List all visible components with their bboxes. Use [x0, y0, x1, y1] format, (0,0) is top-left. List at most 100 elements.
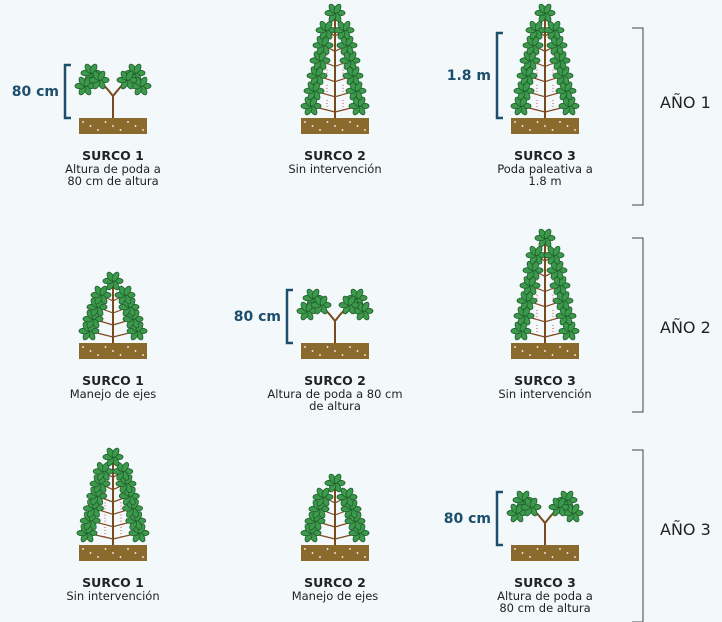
- soil-dot: [142, 129, 144, 131]
- soil-dot: [514, 548, 516, 550]
- surco-desc: Manejo de ejes: [70, 388, 157, 400]
- surco-title: SURCO 3: [514, 575, 576, 590]
- measure-bracket: [65, 65, 71, 118]
- soil-dot: [342, 556, 344, 558]
- soil-dot: [327, 346, 329, 348]
- soil-dot: [349, 121, 351, 123]
- measure-label: 80 cm: [234, 309, 281, 325]
- soil-dot: [364, 556, 366, 558]
- surco-title: SURCO 2: [304, 575, 366, 590]
- measure-bracket: [287, 290, 293, 343]
- soil-dot: [529, 354, 531, 356]
- soil-dot: [120, 354, 122, 356]
- soil-dot: [559, 121, 561, 123]
- soil-dot: [319, 556, 321, 558]
- soil-dot: [82, 346, 84, 348]
- soil-dot: [357, 552, 359, 554]
- soil-dot: [522, 125, 524, 127]
- measure-label: 80 cm: [12, 84, 59, 100]
- surco-desc: Manejo de ejes: [292, 590, 379, 602]
- soil-dot: [304, 121, 306, 123]
- soil-dot: [334, 125, 336, 127]
- measure-label: 1.8 m: [447, 68, 491, 84]
- surco-title: SURCO 3: [514, 148, 576, 163]
- soil-dot: [127, 346, 129, 348]
- soil-dot: [349, 346, 351, 348]
- measure-bracket: [497, 492, 503, 545]
- surco-title: SURCO 1: [82, 575, 144, 590]
- soil-dot: [105, 121, 107, 123]
- soil-dot: [334, 350, 336, 352]
- soil-dot: [544, 350, 546, 352]
- soil-dot: [357, 125, 359, 127]
- soil-dot: [544, 125, 546, 127]
- soil-dot: [334, 552, 336, 554]
- year-bracket: [632, 450, 643, 622]
- surco-desc: Sin intervención: [288, 163, 381, 175]
- soil-dot: [304, 346, 306, 348]
- soil-dot: [574, 354, 576, 356]
- soil-dot: [319, 354, 321, 356]
- soil-dot: [522, 552, 524, 554]
- soil-dot: [135, 125, 137, 127]
- year-label: AÑO 2: [660, 318, 711, 337]
- surco-title: SURCO 1: [82, 373, 144, 388]
- soil-dot: [127, 548, 129, 550]
- soil-dot: [357, 350, 359, 352]
- soil-dot: [90, 125, 92, 127]
- soil-dot: [312, 125, 314, 127]
- soil-dot: [319, 129, 321, 131]
- soil-dot: [514, 346, 516, 348]
- surco-title: SURCO 2: [304, 148, 366, 163]
- surco-desc: 80 cm de altura: [499, 602, 590, 614]
- soil-dot: [105, 548, 107, 550]
- soil-dot: [127, 121, 129, 123]
- soil-dot: [142, 354, 144, 356]
- soil-dot: [112, 552, 114, 554]
- year-label: AÑO 3: [660, 520, 711, 539]
- soil-dot: [349, 548, 351, 550]
- soil-dot: [135, 552, 137, 554]
- soil-dot: [142, 556, 144, 558]
- soil-dot: [529, 129, 531, 131]
- soil-dot: [364, 354, 366, 356]
- soil-dot: [559, 548, 561, 550]
- soil-dot: [567, 552, 569, 554]
- soil-dot: [567, 125, 569, 127]
- soil-dot: [90, 552, 92, 554]
- soil-dot: [327, 121, 329, 123]
- surco-desc: 1.8 m: [528, 175, 561, 187]
- soil-dot: [342, 129, 344, 131]
- soil-dot: [552, 129, 554, 131]
- year-bracket: [632, 28, 643, 205]
- soil-dot: [552, 354, 554, 356]
- soil-dot: [82, 121, 84, 123]
- soil-dot: [120, 129, 122, 131]
- page: AÑO 1SURCO 1Altura de poda a80 cm de alt…: [0, 0, 722, 622]
- surco-desc: Sin intervención: [498, 388, 591, 400]
- soil-dot: [312, 552, 314, 554]
- soil-dot: [105, 346, 107, 348]
- soil-dot: [82, 548, 84, 550]
- soil-dot: [514, 121, 516, 123]
- soil-dot: [574, 556, 576, 558]
- soil-dot: [135, 350, 137, 352]
- soil-dot: [559, 346, 561, 348]
- year-bracket: [632, 238, 643, 412]
- soil-dot: [112, 125, 114, 127]
- soil-dot: [552, 556, 554, 558]
- surco-title: SURCO 3: [514, 373, 576, 388]
- surco-desc: de altura: [309, 400, 361, 412]
- soil-dot: [364, 129, 366, 131]
- measure-label: 80 cm: [444, 511, 491, 527]
- soil-dot: [327, 548, 329, 550]
- soil-dot: [544, 552, 546, 554]
- surco-desc: Sin intervención: [66, 590, 159, 602]
- soil-dot: [97, 556, 99, 558]
- soil-dot: [529, 556, 531, 558]
- year-label: AÑO 1: [660, 93, 711, 112]
- surco-title: SURCO 1: [82, 148, 144, 163]
- soil-dot: [522, 350, 524, 352]
- soil-dot: [90, 350, 92, 352]
- soil-dot: [312, 350, 314, 352]
